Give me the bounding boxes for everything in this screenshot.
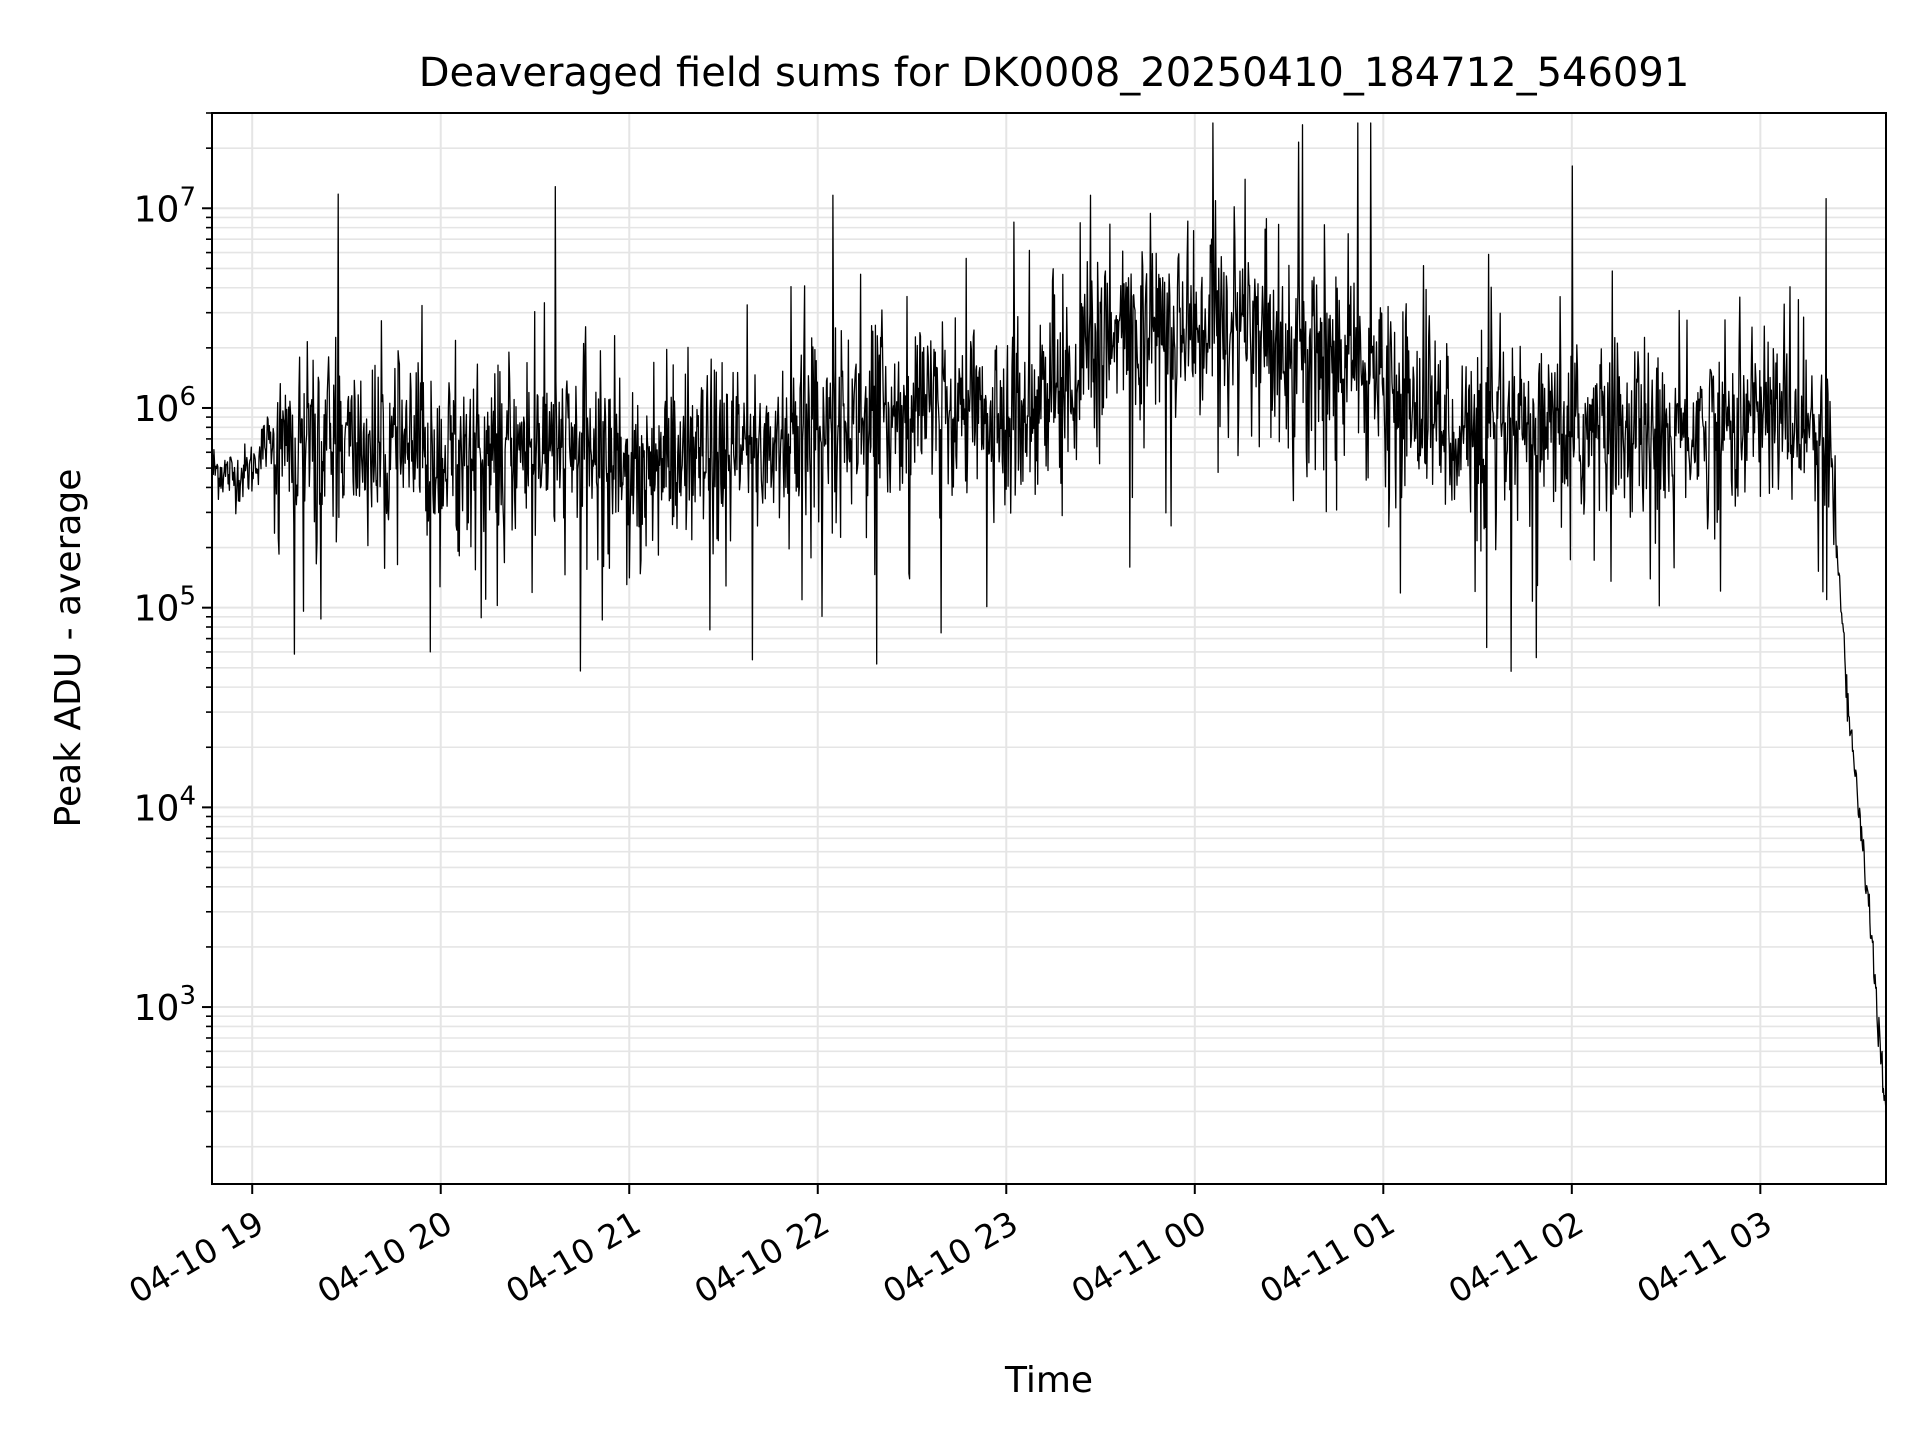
- y-tick-label: 107: [134, 182, 196, 230]
- series-line: [211, 122, 1887, 1112]
- y-tick-label: 106: [134, 382, 196, 430]
- y-axis-label: Peak ADU - average: [48, 469, 89, 828]
- y-tick-label: 103: [134, 981, 196, 1029]
- chart-title: Deaveraged field sums for DK0008_2025041…: [419, 50, 1690, 96]
- plot-frame: [211, 112, 1887, 1185]
- x-axis-label: Time: [1004, 1360, 1093, 1401]
- y-tick-label: 105: [134, 582, 196, 630]
- data-layer: [211, 122, 1887, 1112]
- y-tick-label: 104: [134, 781, 196, 829]
- y-axis-ticks: 103 104 105 106 107: [134, 112, 212, 1148]
